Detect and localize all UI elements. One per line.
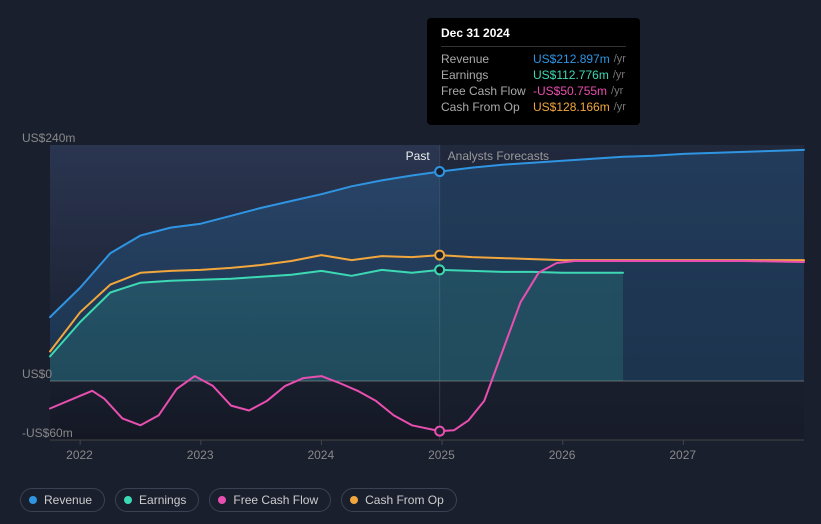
series-marker-cash_from_op [435, 251, 444, 260]
legend-dot-icon [218, 496, 226, 504]
y-tick-label: -US$60m [22, 426, 73, 440]
tooltip-row-value: US$128.166m [533, 100, 614, 114]
legend-dot-icon [350, 496, 358, 504]
legend-item-label: Cash From Op [365, 493, 444, 507]
legend-item-label: Revenue [44, 493, 92, 507]
legend-dot-icon [29, 496, 37, 504]
chart-legend: Revenue Earnings Free Cash Flow Cash From O… [20, 488, 457, 512]
legend-item[interactable]: Free Cash Flow [209, 488, 331, 512]
x-tick-label: 2027 [669, 448, 696, 462]
tooltip-row-value: -US$50.755m [533, 84, 611, 98]
series-marker-fcf [435, 427, 444, 436]
legend-item[interactable]: Earnings [115, 488, 199, 512]
legend-item-label: Free Cash Flow [233, 493, 318, 507]
region-label-past: Past [406, 149, 430, 163]
y-tick-label: US$240m [22, 131, 75, 145]
tooltip-row: Cash From OpUS$128.166m/yr [441, 99, 626, 115]
legend-item[interactable]: Revenue [20, 488, 105, 512]
tooltip-date: Dec 31 2024 [441, 26, 626, 47]
x-tick-label: 2025 [428, 448, 455, 462]
x-tick-label: 2022 [66, 448, 93, 462]
tooltip-row-unit: /yr [613, 69, 625, 81]
tooltip-row-unit: /yr [614, 53, 626, 65]
x-tick-label: 2026 [549, 448, 576, 462]
legend-dot-icon [124, 496, 132, 504]
tooltip-row-label: Cash From Op [441, 100, 533, 114]
x-tick-label: 2024 [307, 448, 334, 462]
series-marker-earnings [435, 265, 444, 274]
tooltip-row: Free Cash Flow-US$50.755m/yr [441, 83, 626, 99]
chart-svg [0, 0, 821, 524]
tooltip-row-value: US$112.776m [533, 68, 613, 82]
tooltip-row-unit: /yr [611, 85, 623, 97]
tooltip-row: EarningsUS$112.776m/yr [441, 67, 626, 83]
tooltip-row-label: Revenue [441, 52, 533, 66]
financials-chart: US$240m US$0 -US$60m 2022 2023 2024 2025 2026 2… [0, 0, 821, 524]
tooltip-row-label: Free Cash Flow [441, 84, 533, 98]
tooltip-row-unit: /yr [614, 101, 626, 113]
tooltip-row: RevenueUS$212.897m/yr [441, 51, 626, 67]
region-label-forecast: Analysts Forecasts [448, 149, 549, 163]
legend-item[interactable]: Cash From Op [341, 488, 457, 512]
y-tick-label: US$0 [22, 367, 52, 381]
chart-tooltip: Dec 31 2024 RevenueUS$212.897m/yrEarning… [427, 18, 640, 125]
tooltip-row-value: US$212.897m [533, 52, 614, 66]
series-marker-revenue [435, 167, 444, 176]
legend-item-label: Earnings [139, 493, 186, 507]
tooltip-row-label: Earnings [441, 68, 533, 82]
x-tick-label: 2023 [187, 448, 214, 462]
